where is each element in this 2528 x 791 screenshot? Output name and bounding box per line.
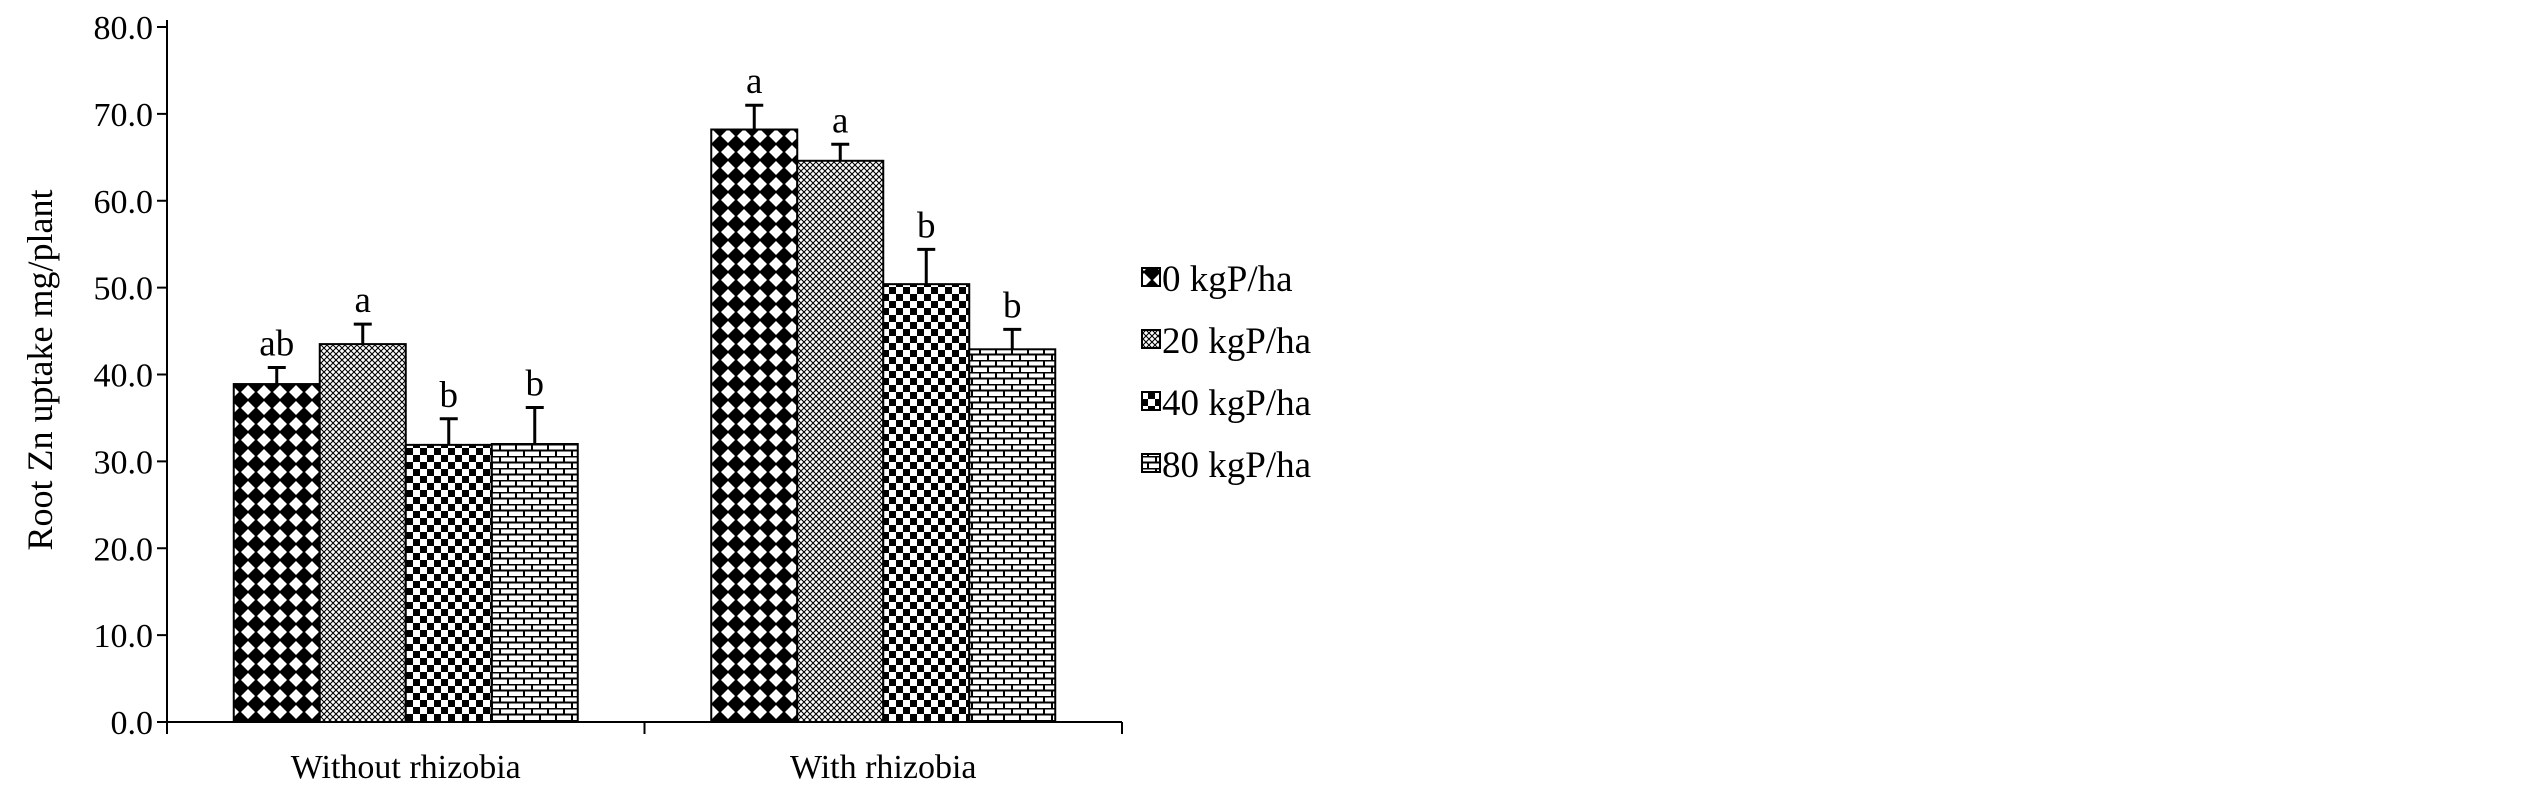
y-tick-label: 70.0: [94, 97, 154, 134]
bar: [404, 443, 493, 723]
y-tick-label: 0.0: [111, 705, 154, 742]
significance-letter: a: [746, 61, 762, 102]
legend-swatch: [1141, 329, 1161, 349]
y-tick-label: 60.0: [94, 184, 154, 221]
legend-swatch: [1141, 391, 1161, 411]
bar: [710, 128, 799, 723]
legend: 0 kgP/ha 20 kgP/ha 40 kgP/ha 80 kgP/ha: [1141, 259, 1311, 486]
bar: [490, 443, 579, 723]
significance-letter: ab: [259, 324, 294, 365]
y-axis-title: Root Zn uptake mg/plant: [20, 190, 60, 551]
significance-letter: b: [1003, 285, 1022, 326]
bar: [968, 348, 1057, 723]
significance-letter: b: [917, 205, 936, 246]
y-axis-ticks: 0.0 10.0 20.0 30.0 40.0 50.0 60.0 70.0 80.0: [94, 10, 167, 742]
significance-letter: a: [832, 100, 848, 141]
y-tick-label: 50.0: [94, 271, 154, 308]
legend-swatch: [1141, 453, 1161, 473]
bar: [232, 383, 321, 723]
significance-letter: a: [355, 280, 371, 321]
x-category-label: Without rhizobia: [291, 749, 521, 786]
x-axis-ticks: Without rhizobia With rhizobia: [166, 722, 1123, 786]
bars: [232, 128, 1057, 724]
bar: [882, 283, 971, 723]
bar: [318, 343, 407, 723]
y-tick-label: 20.0: [94, 531, 154, 568]
legend-label: 40 kgP/ha: [1162, 383, 1311, 424]
y-tick-label: 80.0: [94, 10, 154, 47]
significance-letter: b: [440, 375, 459, 416]
legend-swatch: [1141, 267, 1161, 287]
legend-label: 20 kgP/ha: [1162, 321, 1311, 362]
legend-label: 0 kgP/ha: [1162, 259, 1293, 300]
y-tick-label: 30.0: [94, 444, 154, 481]
x-category-label: With rhizobia: [790, 749, 977, 786]
y-tick-label: 10.0: [94, 618, 154, 655]
y-tick-label: 40.0: [94, 358, 154, 395]
bar: [796, 159, 885, 724]
error-bars: [267, 103, 1022, 445]
legend-label: 80 kgP/ha: [1162, 445, 1311, 486]
significance-letter: b: [526, 364, 545, 405]
